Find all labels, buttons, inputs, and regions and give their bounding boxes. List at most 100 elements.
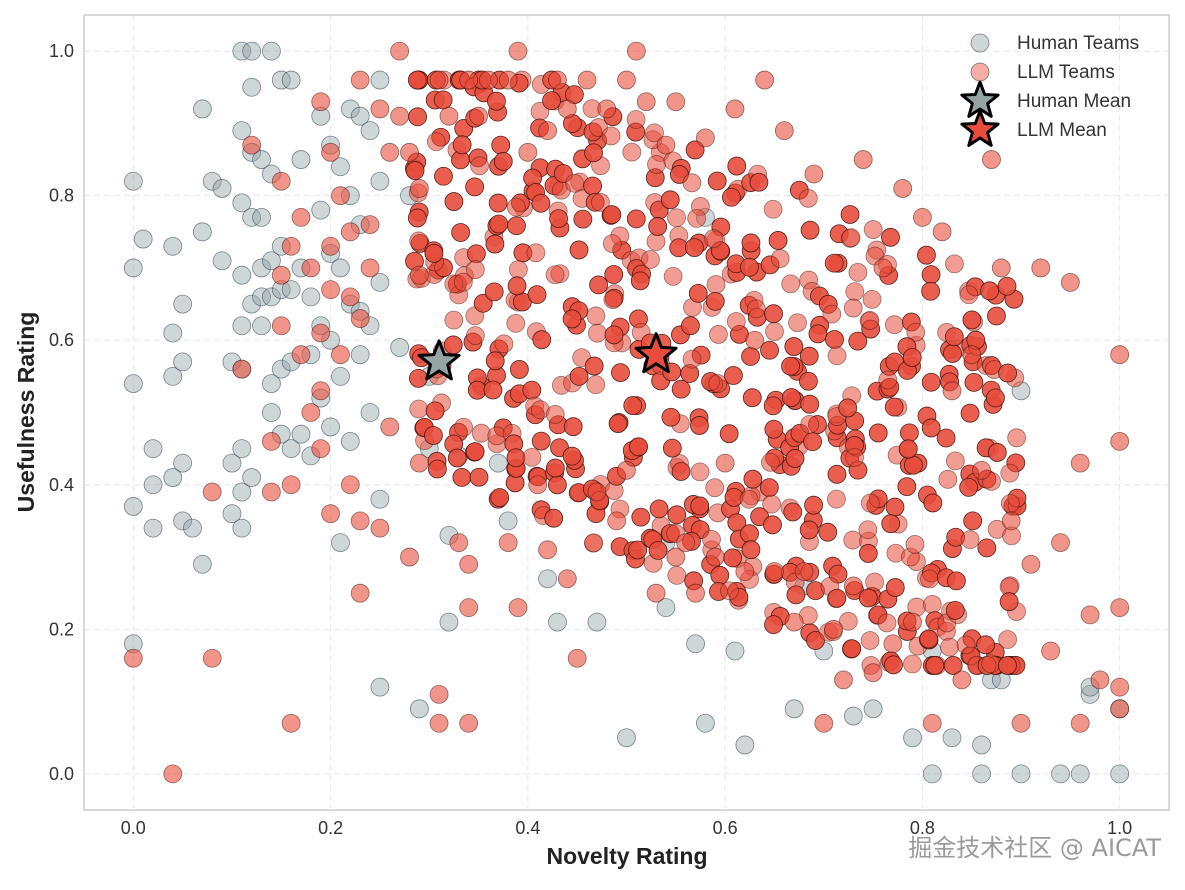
llm-team-point [360, 215, 380, 234]
llm-team-point [532, 330, 552, 350]
llm-team-point [518, 142, 538, 162]
human-team-point [173, 294, 193, 314]
llm-team-point [884, 655, 903, 675]
llm-team-point [976, 635, 995, 655]
llm-team-point [943, 656, 963, 675]
llm-team-point [798, 188, 818, 208]
llm-team-point [321, 280, 340, 300]
human-team-point [242, 207, 262, 227]
llm-team-point [865, 572, 884, 592]
llm-team-point [893, 179, 913, 198]
llm-team-point [656, 135, 676, 155]
llm-team-point [1110, 432, 1130, 451]
llm-team-point [409, 231, 429, 251]
llm-team-point [424, 426, 443, 445]
llm-team-point [473, 293, 493, 313]
llm-team-point [999, 592, 1019, 612]
llm-team-point [527, 285, 547, 305]
llm-team-point [842, 639, 862, 659]
llm-team-point [799, 346, 819, 366]
llm-team-point [991, 258, 1011, 278]
llm-team-point [902, 348, 922, 367]
llm-team-point [920, 569, 939, 589]
llm-team-point [647, 155, 666, 174]
llm-team-point [542, 91, 561, 111]
llm-team-point [1080, 605, 1100, 625]
human-team-point [409, 699, 429, 719]
llm-team-point [685, 238, 704, 258]
llm-team-point [648, 540, 668, 560]
human-team-point [686, 634, 705, 654]
llm-team-point [262, 482, 281, 502]
llm-team-point [690, 416, 709, 435]
human-team-point [340, 99, 360, 119]
llm-team-point [577, 70, 597, 90]
llm-team-point [508, 260, 528, 280]
llm-team-point [848, 262, 868, 282]
llm-team-point [808, 324, 828, 344]
llm-team-point [740, 524, 759, 544]
llm-team-point [959, 285, 979, 305]
human-team-point [192, 554, 212, 574]
llm-team-point [452, 467, 472, 487]
llm-team-point [490, 488, 510, 507]
llm-team-point [350, 583, 370, 603]
llm-team-point [549, 209, 568, 229]
llm-team-point [764, 615, 783, 635]
llm-team-point [845, 282, 865, 302]
llm-team-point [331, 186, 350, 206]
llm-team-point [922, 713, 942, 733]
llm-team-point [666, 92, 686, 112]
human-team-point [173, 453, 193, 473]
llm-team-point [617, 460, 636, 480]
llm-team-point [409, 368, 428, 388]
llm-team-point [708, 374, 728, 393]
llm-team-point [630, 271, 650, 291]
llm-team-point [727, 156, 747, 176]
llm-team-point [587, 482, 607, 502]
llm-team-point [770, 249, 790, 268]
llm-team-point [202, 482, 222, 502]
human-team-point [617, 728, 636, 748]
y-tick-label: 0.0 [49, 764, 74, 784]
human-team-point [202, 171, 222, 191]
human-team-point [538, 569, 557, 589]
llm-team-point [922, 594, 942, 614]
llm-team-point [602, 234, 622, 254]
llm-team-point [1000, 463, 1020, 483]
llm-team-point [1031, 258, 1051, 278]
llm-team-point [863, 663, 883, 683]
llm-team-point [601, 126, 621, 146]
llm-team-point [977, 538, 997, 558]
llm-team-point [998, 656, 1017, 675]
human-team-point [291, 150, 311, 169]
llm-team-point [940, 637, 959, 657]
llm-team-point [898, 439, 918, 459]
human-team-point [183, 518, 202, 538]
llm-team-point [562, 446, 582, 466]
llm-team-point [746, 299, 766, 319]
human-mean-star [417, 339, 461, 381]
llm-team-point [400, 547, 419, 567]
llm-team-point [528, 475, 548, 495]
llm-team-point [271, 316, 291, 336]
llm-team-point [913, 207, 932, 227]
llm-team-point [834, 670, 853, 690]
human-team-point [252, 316, 271, 336]
llm-team-point [409, 265, 429, 285]
llm-team-point [685, 140, 705, 160]
llm-team-point [547, 475, 567, 495]
llm-team-point [860, 631, 880, 650]
human-team-point [863, 699, 883, 719]
human-team-point [232, 482, 252, 502]
llm-team-point [408, 107, 428, 127]
human-team-point [360, 121, 380, 141]
llm-team-point [1021, 554, 1041, 574]
human-team-point [656, 598, 676, 618]
llm-team-point [667, 565, 687, 585]
llm-team-point [827, 464, 847, 484]
axis-ticks: 0.0 0.2 0.4 0.6 0.8 1.0 0.0 0.2 0.4 0.6 0.8 1.0 [49, 41, 1132, 838]
llm-team-point [838, 398, 858, 418]
